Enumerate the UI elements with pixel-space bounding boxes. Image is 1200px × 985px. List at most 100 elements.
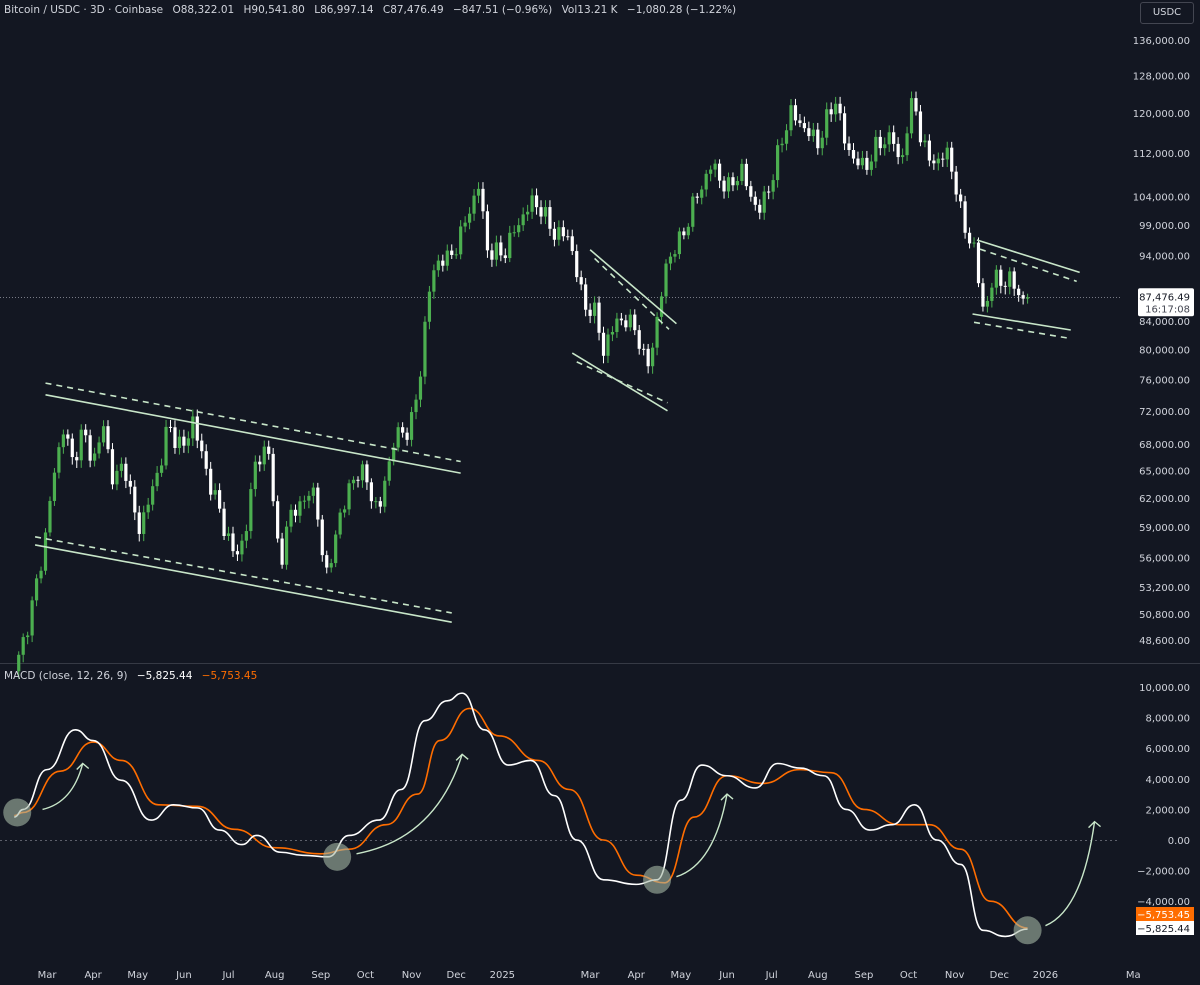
candle	[624, 314, 628, 332]
candle	[79, 424, 83, 468]
candle-body	[414, 399, 418, 413]
time-tick-label: Dec	[990, 970, 1009, 981]
candle	[195, 409, 199, 449]
candle-body	[543, 207, 548, 217]
price-tick-label: 56,000.00	[1139, 553, 1190, 564]
price-tick-label: 62,000.00	[1139, 494, 1190, 505]
candle	[209, 461, 213, 501]
candle-body	[798, 120, 802, 124]
ohlc-close: C87,476.49	[382, 4, 444, 16]
candle	[878, 129, 882, 156]
candle	[744, 158, 748, 191]
candle	[807, 121, 811, 141]
price-tick-label: 112,000.00	[1133, 149, 1190, 160]
candle	[481, 182, 485, 219]
candle-body	[418, 376, 423, 400]
macd-legend-label[interactable]: MACD (close, 12, 26, 9)	[4, 670, 128, 682]
candle	[383, 476, 387, 513]
candle	[311, 482, 315, 504]
candle	[110, 443, 115, 490]
price-tick-label: 136,000.00	[1133, 36, 1190, 47]
candle	[48, 496, 52, 537]
candle	[142, 505, 146, 542]
macd-tick-label: −4,000.00	[1137, 897, 1190, 908]
candle	[615, 312, 619, 338]
candle-body	[686, 226, 690, 236]
candle-body	[329, 563, 333, 568]
candle	[735, 176, 740, 191]
ohlc-low: L86,997.14	[314, 4, 374, 16]
candle-body	[343, 509, 347, 513]
candle-body	[659, 296, 664, 317]
candle-body	[677, 231, 681, 255]
candle-body	[914, 98, 918, 112]
candle	[476, 182, 481, 204]
candle	[914, 91, 918, 116]
symbol-title[interactable]: Bitcoin / USDC · 3D · Coinbase	[4, 4, 164, 16]
candle	[204, 444, 208, 476]
candle	[365, 460, 369, 490]
candle	[1003, 281, 1007, 295]
candle	[557, 220, 561, 246]
candle-body	[878, 136, 882, 149]
candle-body	[334, 534, 338, 564]
candle-body	[79, 429, 83, 461]
candle	[521, 207, 525, 231]
candle-body	[1021, 295, 1025, 299]
candle-body	[34, 578, 39, 601]
arrow-curve	[1045, 821, 1096, 927]
candle-body	[276, 501, 280, 539]
trendline-solid	[976, 239, 1080, 274]
candle	[1021, 291, 1025, 305]
candle-body	[454, 254, 458, 256]
candle	[691, 193, 695, 232]
price-tick-label: 48,600.00	[1139, 636, 1190, 647]
candle	[923, 134, 927, 148]
candle	[494, 235, 498, 267]
candle	[561, 220, 565, 242]
trendline-solid	[589, 249, 677, 325]
arrow-head-icon	[1088, 820, 1101, 829]
candle	[97, 436, 101, 459]
candle	[731, 172, 735, 192]
candle-body	[758, 204, 762, 213]
candle	[137, 505, 141, 542]
price-tick-label: 72,000.00	[1139, 407, 1190, 418]
candle-body	[311, 487, 315, 496]
candle-body	[584, 284, 588, 310]
candle-body	[717, 163, 722, 181]
macd-tick-label: 0.00	[1168, 836, 1190, 847]
candle	[360, 460, 365, 488]
candle	[334, 530, 338, 568]
candle-body	[173, 427, 177, 449]
arrow-head-icon	[455, 753, 469, 761]
price-tick-label: 80,000.00	[1139, 345, 1190, 356]
candle	[499, 235, 503, 262]
candle	[329, 558, 333, 573]
candle	[784, 124, 789, 151]
candle	[164, 420, 168, 470]
candle	[570, 229, 574, 256]
candle-body	[258, 461, 262, 465]
candle-body	[360, 464, 365, 481]
candle	[356, 476, 360, 488]
candle	[700, 185, 704, 205]
candle-body	[834, 103, 838, 115]
candle-body	[865, 157, 869, 170]
candle	[686, 223, 690, 240]
candle-body	[749, 186, 753, 197]
time-tick-label: 2025	[490, 970, 515, 981]
candle	[552, 221, 557, 247]
currency-button[interactable]: USDC	[1140, 2, 1194, 24]
candle	[401, 422, 405, 438]
candle-body	[575, 251, 579, 278]
candle	[177, 429, 182, 455]
candle-body	[927, 140, 931, 161]
candle	[387, 456, 391, 486]
axes-layer: 136,000.00 128,000.00 120,000.00 112,000.00…	[38, 36, 1194, 981]
candle	[66, 429, 70, 446]
candle	[726, 172, 731, 199]
candle-body	[976, 242, 981, 284]
candle	[668, 252, 673, 271]
